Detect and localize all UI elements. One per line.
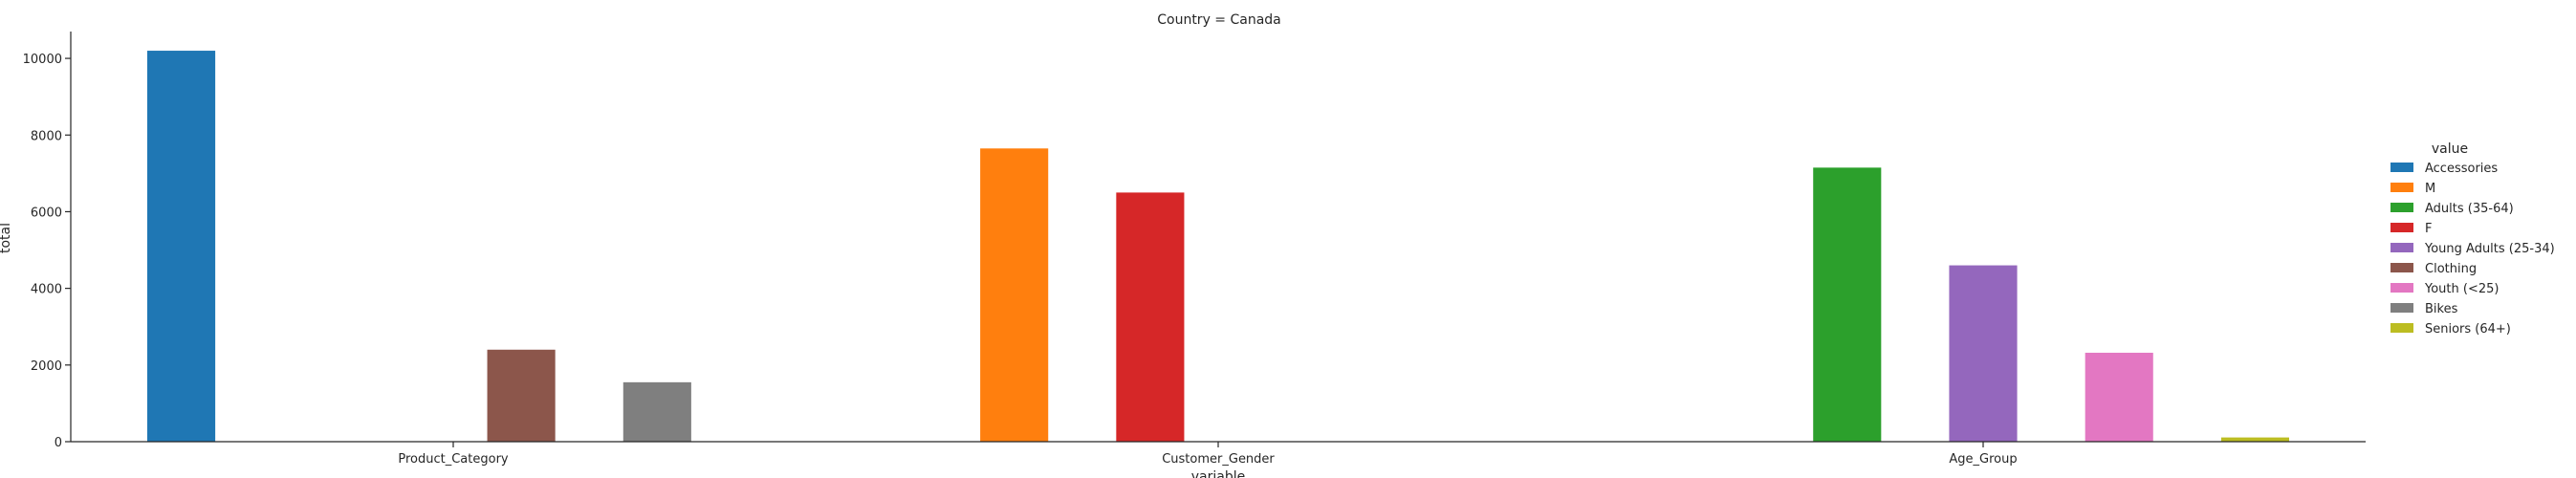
bar-youth-25 bbox=[2085, 352, 2153, 442]
axes: 0 2000 4000 6000 8000 10000 Product_Category Cu… bbox=[23, 32, 2366, 467]
legend-label: Adults (35-64) bbox=[2425, 202, 2514, 216]
x-tick-label: Age_Group bbox=[1949, 452, 2017, 467]
y-tick-label: 8000 bbox=[31, 129, 62, 143]
bar-clothing bbox=[487, 349, 556, 442]
legend-swatch bbox=[2390, 283, 2413, 293]
legend-label: F bbox=[2425, 222, 2432, 236]
legend-label: M bbox=[2425, 182, 2435, 196]
y-tick-label: 4000 bbox=[31, 283, 62, 297]
x-tick-label: Customer_Gender bbox=[1162, 452, 1275, 467]
bar-seniors-64 bbox=[2220, 437, 2289, 442]
bar-bikes bbox=[622, 381, 691, 442]
legend-swatch bbox=[2390, 263, 2413, 272]
legend-swatch bbox=[2390, 183, 2413, 192]
bars bbox=[147, 51, 2289, 443]
legend-swatch bbox=[2390, 323, 2413, 333]
y-axis-label: total bbox=[0, 223, 13, 253]
legend-swatch bbox=[2390, 163, 2413, 172]
legend-label: Youth (<25) bbox=[2424, 282, 2499, 296]
legend-swatch bbox=[2390, 203, 2413, 212]
y-tick-label: 0 bbox=[55, 436, 62, 450]
bar-accessories bbox=[147, 51, 216, 443]
bar-m bbox=[980, 148, 1049, 443]
x-tick-label: Product_Category bbox=[398, 452, 509, 467]
bar-f bbox=[1116, 192, 1185, 442]
y-tick-label: 6000 bbox=[31, 206, 62, 220]
bar-young-adults-25-34 bbox=[1949, 265, 2018, 442]
y-tick-label: 2000 bbox=[31, 359, 62, 374]
legend-label: Accessories bbox=[2425, 162, 2498, 176]
y-tick-label: 10000 bbox=[23, 53, 62, 67]
legend-title: value bbox=[2432, 141, 2468, 157]
legend-label: Seniors (64+) bbox=[2425, 322, 2511, 337]
legend-label: Young Adults (25-34) bbox=[2424, 242, 2555, 256]
legend-swatch bbox=[2390, 303, 2413, 313]
chart-title: Country = Canada bbox=[1157, 12, 1281, 28]
legend-label: Clothing bbox=[2425, 262, 2477, 276]
bar-adults-35-64 bbox=[1813, 167, 1882, 442]
legend-label: Bikes bbox=[2425, 302, 2458, 316]
legend: value Accessories M Adults (35-64) F Young A… bbox=[2390, 141, 2555, 337]
legend-swatch bbox=[2390, 223, 2413, 232]
legend-swatch bbox=[2390, 243, 2413, 252]
x-axis-label: variable bbox=[1191, 469, 1245, 478]
